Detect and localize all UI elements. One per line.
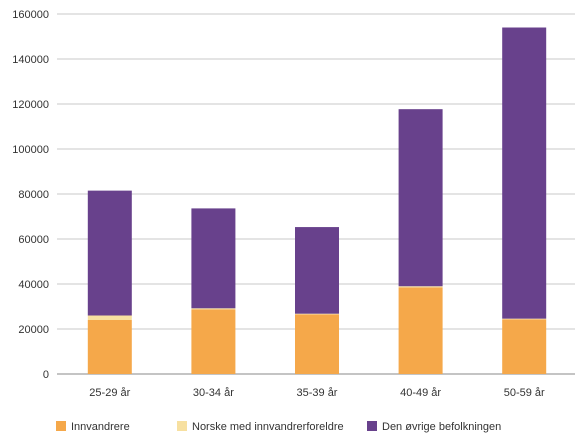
bar-segment — [191, 208, 236, 309]
y-tick-label: 80000 — [18, 189, 49, 201]
legend-swatch — [177, 421, 187, 431]
legend: Innvandrere Norske med innvandrerforeldre… — [56, 421, 501, 433]
legend-label: Innvandrere — [71, 421, 130, 433]
bar-segment — [295, 314, 339, 374]
y-tick-label: 140000 — [12, 54, 49, 66]
bar-segment — [191, 309, 236, 374]
x-tick-label: 50-59 år — [504, 387, 545, 399]
bar-segment — [295, 313, 339, 315]
bar-segment — [87, 315, 132, 320]
x-tick-label: 25-29 år — [89, 387, 130, 399]
bar-segment — [87, 190, 132, 316]
bar-segment — [295, 227, 339, 314]
gridlines — [57, 13, 575, 375]
bar-segment — [87, 320, 132, 374]
x-axis: 25-29 år 30-34 år 35-39 år 40-49 år 50-59 år — [89, 387, 545, 399]
y-tick-label: 160000 — [12, 9, 49, 21]
y-tick-label: 100000 — [12, 144, 49, 156]
bar-segment — [398, 109, 443, 287]
x-tick-label: 35-39 år — [297, 387, 338, 399]
y-axis: 0 20000 40000 60000 80000 100000 120000 140000 1… — [12, 9, 49, 381]
x-tick-label: 40-49 år — [400, 387, 441, 399]
legend-label: Norske med innvandrerforeldre — [192, 421, 344, 433]
y-tick-label: 0 — [43, 369, 49, 381]
legend-label: Den øvrige befolkningen — [382, 421, 501, 433]
x-tick-label: 30-34 år — [193, 387, 234, 399]
legend-swatch — [56, 421, 66, 431]
bar-segment — [502, 27, 547, 319]
bar-segment — [502, 319, 547, 374]
bar-segment — [398, 286, 443, 288]
bar-segment — [191, 308, 236, 310]
y-tick-label: 20000 — [18, 324, 49, 336]
bars — [87, 27, 547, 374]
y-tick-label: 120000 — [12, 99, 49, 111]
y-tick-label: 40000 — [18, 279, 49, 291]
bar-segment — [502, 318, 547, 320]
y-tick-label: 60000 — [18, 234, 49, 246]
bar-segment — [398, 287, 443, 374]
legend-swatch — [367, 421, 377, 431]
